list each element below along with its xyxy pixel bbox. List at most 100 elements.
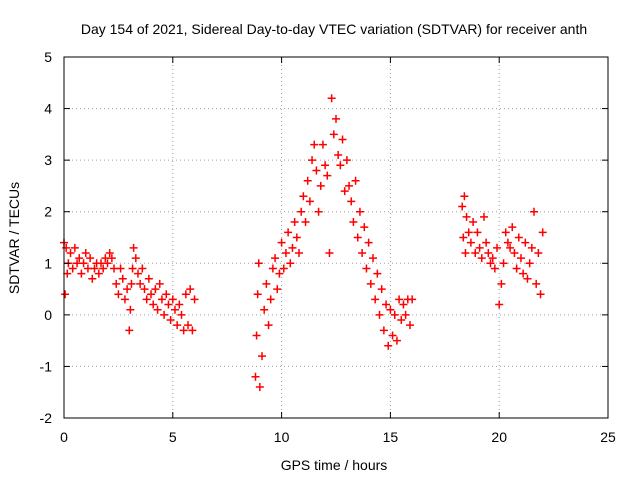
data-point	[142, 295, 151, 304]
data-point	[258, 352, 267, 361]
data-point	[277, 238, 286, 247]
data-point	[273, 285, 282, 294]
data-point	[375, 310, 384, 319]
data-point	[334, 150, 343, 159]
y-tick-label: 4	[44, 101, 52, 117]
data-point	[314, 207, 323, 216]
data-point	[506, 243, 515, 252]
data-point	[125, 326, 134, 335]
data-point	[360, 223, 369, 232]
data-point	[179, 326, 188, 335]
y-axis-label: SDTVAR / TECUs	[6, 182, 22, 294]
data-point	[364, 238, 373, 247]
data-point	[184, 321, 193, 330]
data-point	[160, 310, 169, 319]
data-point	[88, 274, 97, 283]
data-point	[312, 166, 321, 175]
data-point	[388, 331, 397, 340]
data-point	[151, 285, 160, 294]
data-point	[512, 264, 521, 273]
data-point	[316, 181, 325, 190]
data-point	[461, 248, 470, 257]
x-axis-label: GPS time / hours	[281, 457, 388, 473]
data-point	[395, 295, 404, 304]
data-point	[358, 248, 367, 257]
data-point	[128, 264, 137, 273]
data-point	[131, 254, 140, 263]
data-point	[279, 264, 288, 273]
data-point	[462, 212, 471, 221]
data-point	[516, 254, 525, 263]
data-point	[252, 331, 261, 340]
axis-ticks: 0 5 10 15 20 25 -2 -1 0 1 2 3 4 5	[40, 49, 616, 445]
data-point	[255, 383, 264, 392]
y-tick-label: 3	[44, 152, 52, 168]
data-point	[382, 300, 391, 309]
data-point	[290, 218, 299, 227]
data-point	[301, 218, 310, 227]
data-point	[118, 274, 127, 283]
data-point	[366, 279, 375, 288]
data-point	[473, 228, 482, 237]
chart-title: Day 154 of 2021, Sidereal Day-to-day VTE…	[81, 21, 587, 37]
data-point	[459, 233, 468, 242]
plot-frame	[63, 56, 609, 419]
data-point	[342, 156, 351, 165]
data-point	[534, 248, 543, 257]
data-point	[464, 228, 473, 237]
data-points	[60, 94, 547, 392]
data-point	[79, 259, 88, 268]
data-point	[112, 279, 121, 288]
data-point	[299, 192, 308, 201]
data-point	[368, 254, 377, 263]
data-point	[384, 341, 393, 350]
data-point	[479, 212, 488, 221]
data-point	[286, 259, 295, 268]
y-tick-label: 1	[44, 255, 52, 271]
data-point	[94, 269, 103, 278]
data-point	[338, 135, 347, 144]
grid-lines	[64, 57, 608, 418]
x-tick-label: 5	[169, 429, 177, 445]
data-point	[166, 316, 175, 325]
data-point	[103, 259, 112, 268]
data-point	[120, 295, 129, 304]
data-point	[75, 254, 84, 263]
data-point	[170, 305, 179, 314]
data-point	[318, 140, 327, 149]
data-point	[188, 326, 197, 335]
data-point	[327, 94, 336, 103]
data-point	[153, 305, 162, 314]
data-point	[329, 130, 338, 139]
data-point	[508, 223, 517, 232]
data-point	[253, 290, 262, 299]
data-point	[61, 290, 70, 299]
data-point	[162, 290, 171, 299]
data-point	[351, 176, 360, 185]
data-point	[123, 285, 132, 294]
data-point	[173, 321, 182, 330]
data-point	[86, 254, 95, 263]
data-point	[266, 295, 275, 304]
data-point	[471, 248, 480, 257]
x-tick-label: 0	[60, 429, 68, 445]
data-point	[144, 274, 153, 283]
data-point	[497, 279, 506, 288]
data-point	[466, 238, 475, 247]
data-point	[353, 233, 362, 242]
y-tick-label: 0	[44, 307, 52, 323]
y-tick-label: -1	[40, 358, 53, 374]
data-point	[303, 176, 312, 185]
data-point	[181, 290, 190, 299]
data-point	[292, 233, 301, 242]
data-point	[397, 316, 406, 325]
data-point	[63, 269, 72, 278]
data-point	[68, 264, 77, 273]
data-point	[264, 321, 273, 330]
data-point	[510, 248, 519, 257]
data-point	[340, 187, 349, 196]
data-point	[501, 228, 510, 237]
data-point	[486, 259, 495, 268]
data-point	[514, 233, 523, 242]
